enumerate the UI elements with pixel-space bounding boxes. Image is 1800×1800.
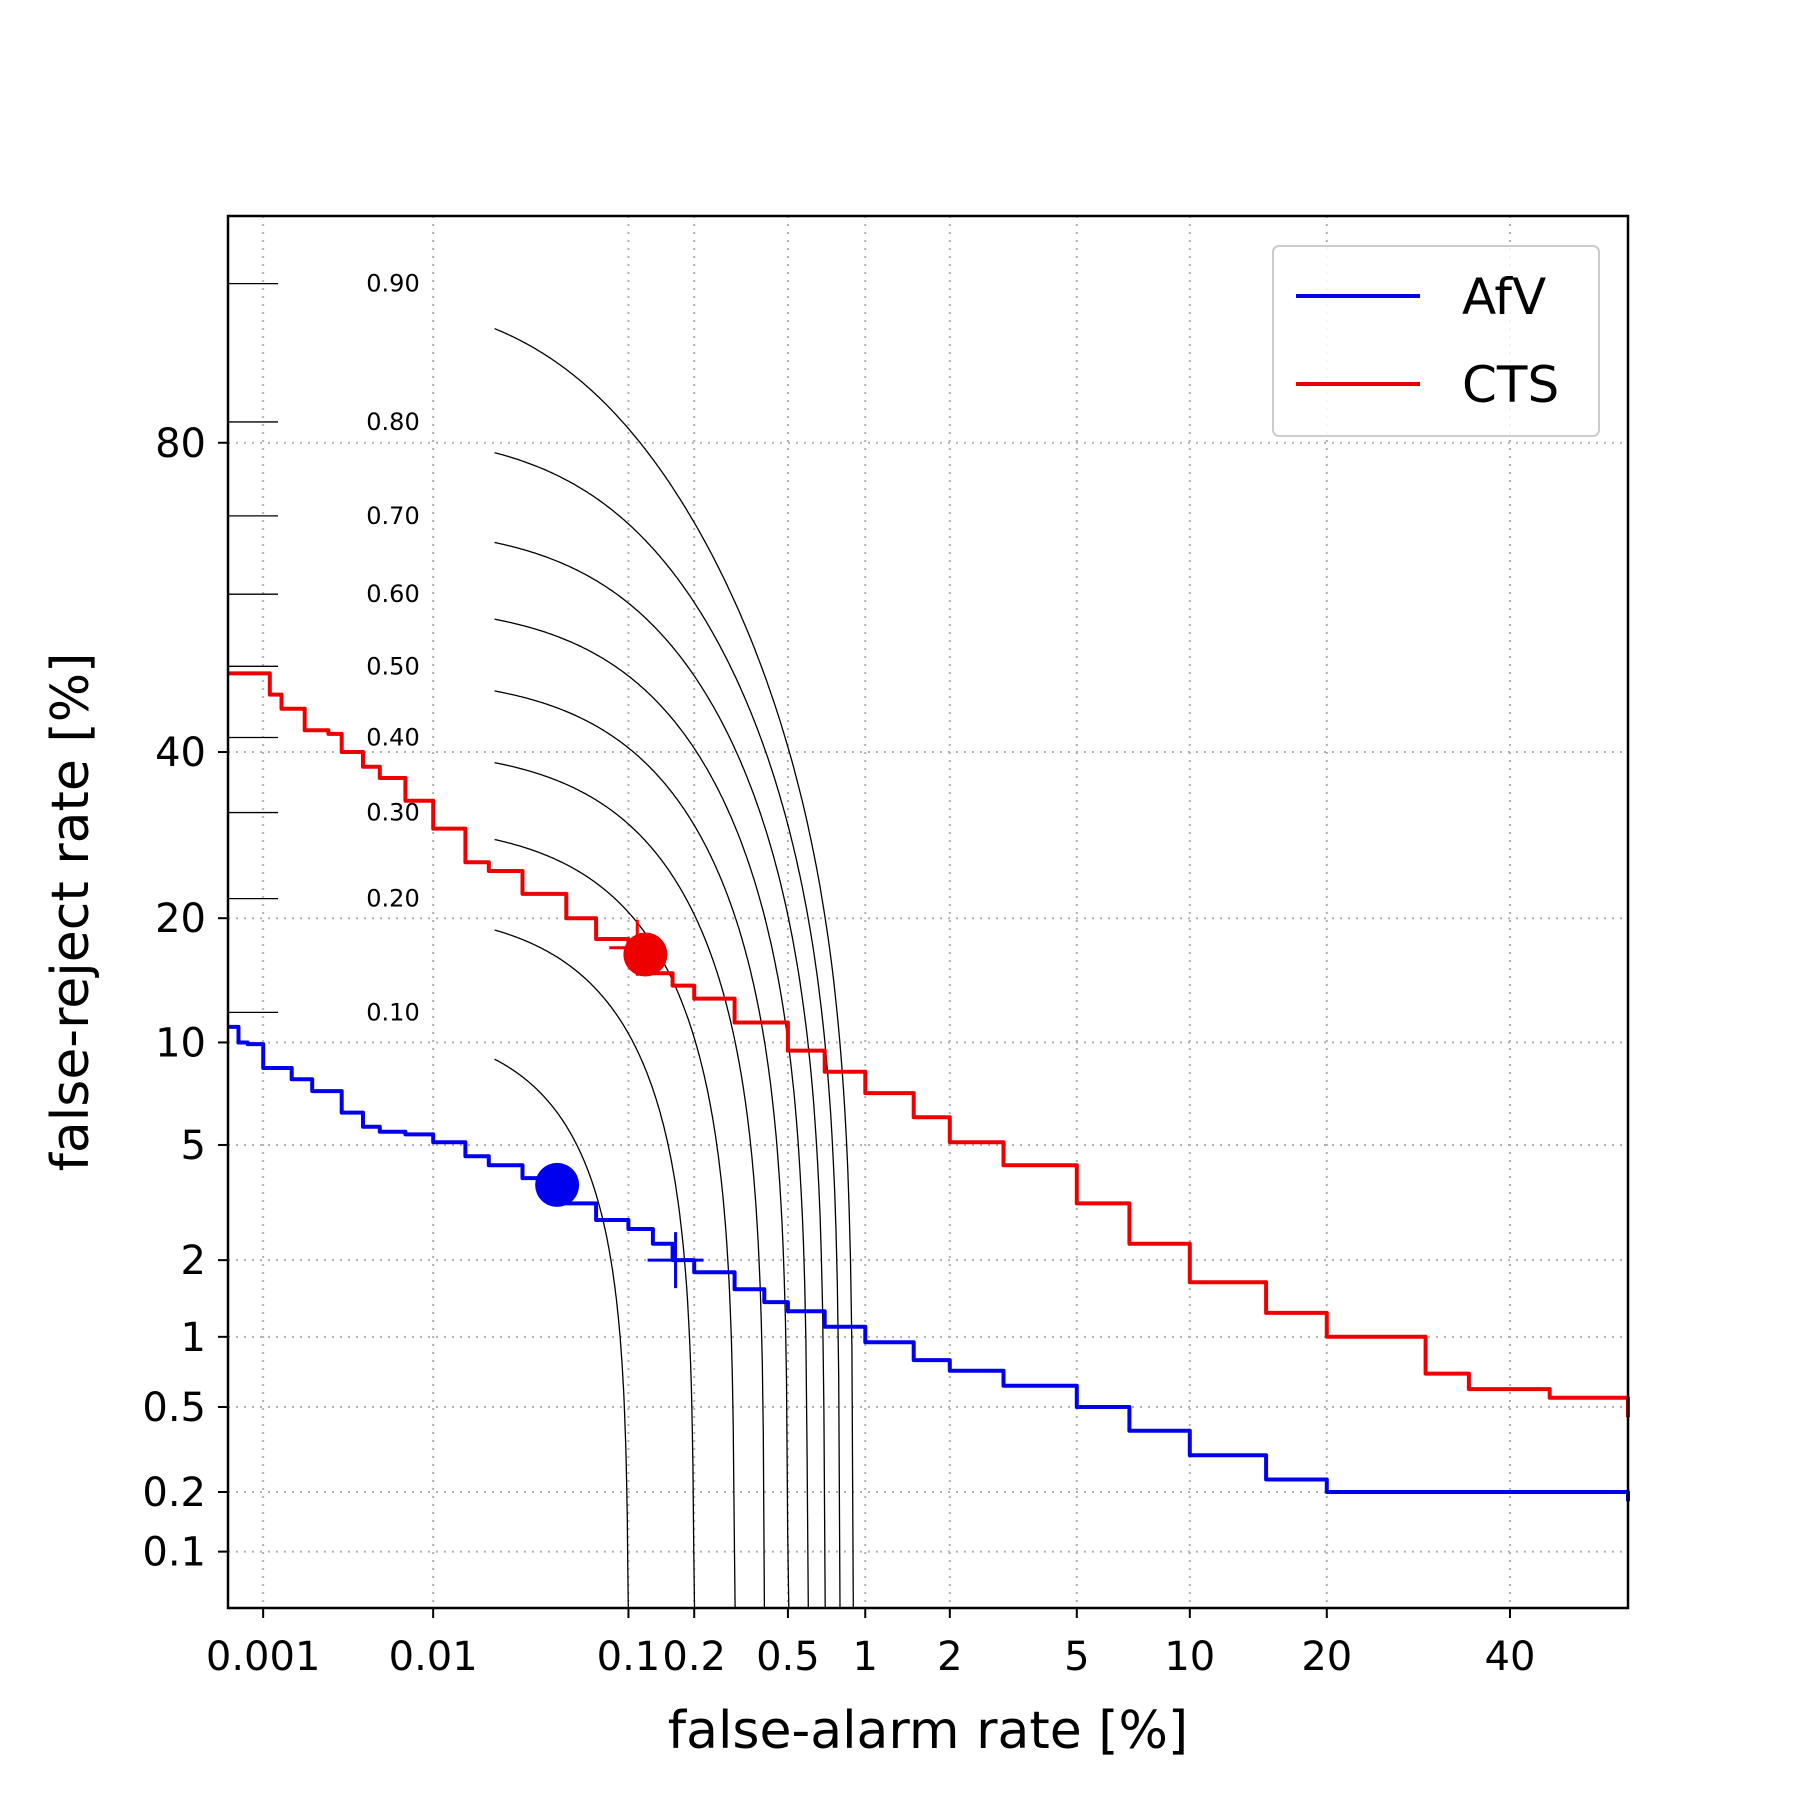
x-tick-label: 1 (853, 1634, 878, 1680)
y-tick-label: 2 (181, 1238, 206, 1284)
iso-cost-label: 0.50 (366, 652, 419, 680)
x-tick-label: 0.5 (756, 1634, 820, 1680)
iso-cost-label: 0.70 (366, 502, 419, 530)
x-tick-label: 10 (1164, 1634, 1215, 1680)
y-tick-label: 5 (181, 1123, 206, 1169)
legend-label-cts: CTS (1462, 356, 1559, 414)
iso-cost-curve (494, 929, 696, 1609)
y-tick-label: 0.2 (142, 1470, 206, 1516)
y-tick-label: 20 (155, 896, 206, 942)
legend-box (1272, 245, 1600, 437)
iso-cost-curve (494, 838, 736, 1609)
series-lines (228, 671, 1630, 1502)
marker-plus-afv (647, 1232, 704, 1289)
x-tick-label: 5 (1064, 1634, 1089, 1680)
series-line-afv (228, 1024, 1630, 1502)
iso-cost-curve (494, 541, 826, 1609)
iso-cost-curve (494, 1058, 629, 1609)
iso-cost-label: 0.10 (366, 998, 419, 1026)
plot-frame (226, 214, 1630, 1610)
iso-cost-label: 0.30 (366, 799, 419, 827)
x-tick-label: 0.01 (389, 1634, 478, 1680)
iso-cost-label: 0.40 (366, 723, 419, 751)
iso-cost-curve (494, 328, 854, 1609)
x-axis-label: false-alarm rate [%] (668, 1701, 1188, 1761)
x-tick-label: 20 (1301, 1634, 1352, 1680)
iso-cost-curve (494, 690, 790, 1609)
iso-cost-curve (494, 618, 809, 1609)
x-axis-ticks: 0.001 0.01 0.1 0.2 0.5 1 2 5 10 20 40 (206, 1608, 1536, 1680)
iso-cost-label: 0.90 (366, 270, 419, 298)
y-tick-label: 0.5 (142, 1385, 206, 1431)
series-line-cts (228, 671, 1630, 1418)
y-tick-label: 0.1 (142, 1530, 206, 1576)
y-tick-label: 40 (155, 730, 206, 776)
marker-plus-cts (609, 919, 666, 976)
y-tick-label: 1 (181, 1315, 206, 1361)
marker-dot-afv (535, 1162, 580, 1207)
x-tick-label: 2 (937, 1634, 962, 1680)
x-tick-label: 0.2 (662, 1634, 726, 1680)
marker-dot-cts (623, 932, 668, 977)
x-tick-label: 40 (1485, 1634, 1536, 1680)
y-tick-label: 80 (155, 421, 206, 467)
iso-cost-label: 0.20 (366, 885, 419, 913)
y-tick-label: 10 (155, 1020, 206, 1066)
legend: AfV CTS (1272, 245, 1600, 437)
iso-cost-curve (494, 761, 766, 1609)
y-axis-label: false-reject rate [%] (41, 653, 101, 1172)
y-axis-ticks: 0.1 0.2 0.5 1 2 5 10 20 40 80 (142, 421, 228, 1576)
iso-cost-curve (494, 452, 841, 1609)
iso-cost-label: 0.80 (366, 408, 419, 436)
grid (228, 216, 1628, 1608)
series-markers (535, 919, 704, 1289)
iso-cost-label: 0.60 (366, 580, 419, 608)
x-tick-label: 0.1 (597, 1634, 661, 1680)
legend-label-afv: AfV (1462, 268, 1546, 326)
x-tick-label: 0.001 (206, 1634, 321, 1680)
iso-cost-curves: 0.10 0.20 0.30 0.40 0.50 0.60 0.70 0.80 0.90 (228, 270, 854, 1609)
